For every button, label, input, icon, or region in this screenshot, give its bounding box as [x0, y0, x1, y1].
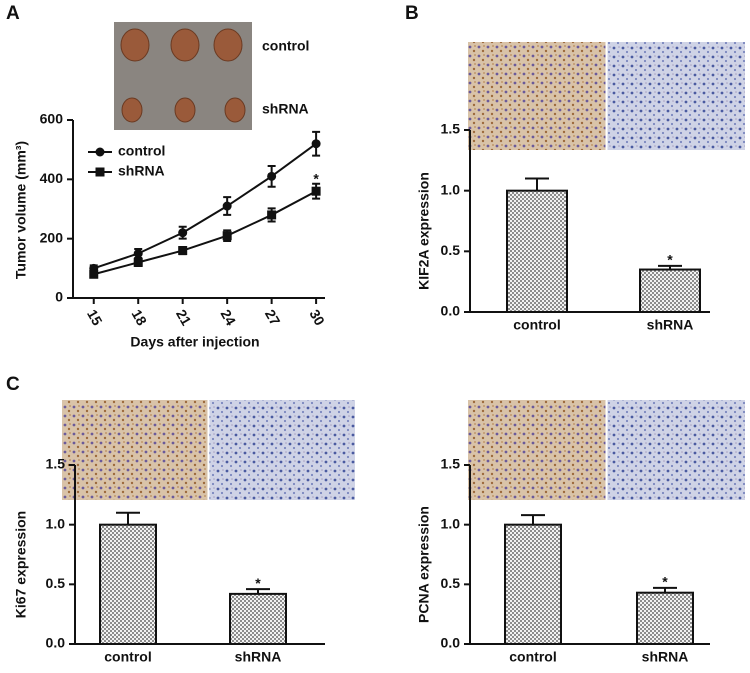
panel-letter: A: [6, 3, 20, 24]
x-tick-label: control: [509, 649, 556, 665]
annotation: *: [662, 574, 668, 590]
marker: [133, 257, 143, 267]
y-tick-label: 0.5: [46, 575, 66, 591]
y-tick-label: 0.0: [46, 635, 66, 651]
bar: [229, 592, 287, 646]
tumor: [121, 97, 143, 123]
x-tick-label: control: [513, 317, 560, 333]
ihc-image-shrna: [209, 400, 355, 500]
x-tick-label: 27: [262, 307, 284, 329]
x-tick-label: shRNA: [642, 649, 689, 665]
panel-letter: C: [6, 374, 20, 395]
annotation: *: [667, 252, 673, 268]
bar: [639, 268, 701, 313]
y-axis-label: PCNA expression: [416, 506, 432, 623]
bar: [99, 523, 157, 646]
legend-marker: [95, 147, 105, 157]
annotation: *: [313, 170, 319, 186]
series-line: [93, 190, 317, 276]
tumor: [174, 97, 196, 123]
error-bar: [525, 177, 549, 191]
error-bar: [521, 514, 545, 525]
ihc-image-control: [62, 400, 208, 500]
marker: [133, 249, 143, 258]
ihc-image-shrna: [607, 42, 745, 150]
tumor: [224, 97, 246, 123]
legend-label: control: [118, 143, 165, 159]
y-tick-label: 1.0: [441, 515, 461, 531]
x-axis-label: Days after injection: [130, 334, 259, 350]
y-tick-label: 1.5: [441, 121, 461, 137]
marker: [178, 246, 188, 256]
marker: [89, 269, 99, 279]
marker: [222, 231, 232, 241]
y-tick-label: 1.0: [441, 181, 461, 197]
y-axis-label: Ki67 expression: [13, 511, 29, 618]
ihc-image-control: [468, 42, 606, 150]
x-tick-label: 30: [306, 307, 328, 329]
ihc-image-control: [468, 400, 606, 500]
tumor: [213, 28, 243, 62]
tumor: [170, 28, 200, 62]
marker: [267, 171, 277, 181]
photo-label: control: [262, 38, 309, 54]
x-tick-label: 15: [84, 307, 106, 329]
bar: [504, 523, 562, 646]
marker: [178, 228, 188, 238]
y-axis-label: KIF2A expression: [416, 172, 432, 290]
error-bar: [116, 511, 140, 525]
y-tick-label: 200: [40, 229, 64, 245]
tumor: [120, 28, 150, 62]
annotation: *: [255, 575, 261, 591]
y-tick-label: 1.5: [46, 456, 66, 472]
y-tick-label: 0.0: [441, 635, 461, 651]
x-tick-label: 18: [129, 307, 151, 329]
marker: [222, 201, 232, 211]
y-tick-label: 1.0: [46, 515, 66, 531]
marker: [311, 186, 321, 196]
y-axis-label: Tumor volume (mm³): [13, 141, 29, 279]
x-tick-label: shRNA: [235, 649, 282, 665]
bar: [506, 189, 568, 314]
legend-label: shRNA: [118, 163, 165, 179]
photo-label: shRNA: [262, 101, 309, 117]
y-tick-label: 0: [55, 289, 63, 305]
bar: [636, 591, 694, 645]
y-tick-label: 0.5: [441, 242, 461, 258]
x-tick-label: shRNA: [647, 317, 694, 333]
panel-letter: B: [405, 3, 419, 24]
x-tick-label: 24: [217, 307, 239, 329]
series-line: [93, 142, 317, 270]
marker: [311, 139, 321, 149]
y-tick-label: 400: [40, 170, 64, 186]
x-tick-label: 21: [173, 307, 195, 329]
ihc-image-shrna: [607, 400, 745, 500]
legend-marker: [95, 167, 105, 177]
y-tick-label: 1.5: [441, 456, 461, 472]
y-tick-label: 600: [40, 111, 64, 127]
x-tick-label: control: [104, 649, 151, 665]
marker: [267, 210, 277, 220]
y-tick-label: 0.5: [441, 575, 461, 591]
y-tick-label: 0.0: [441, 303, 461, 319]
